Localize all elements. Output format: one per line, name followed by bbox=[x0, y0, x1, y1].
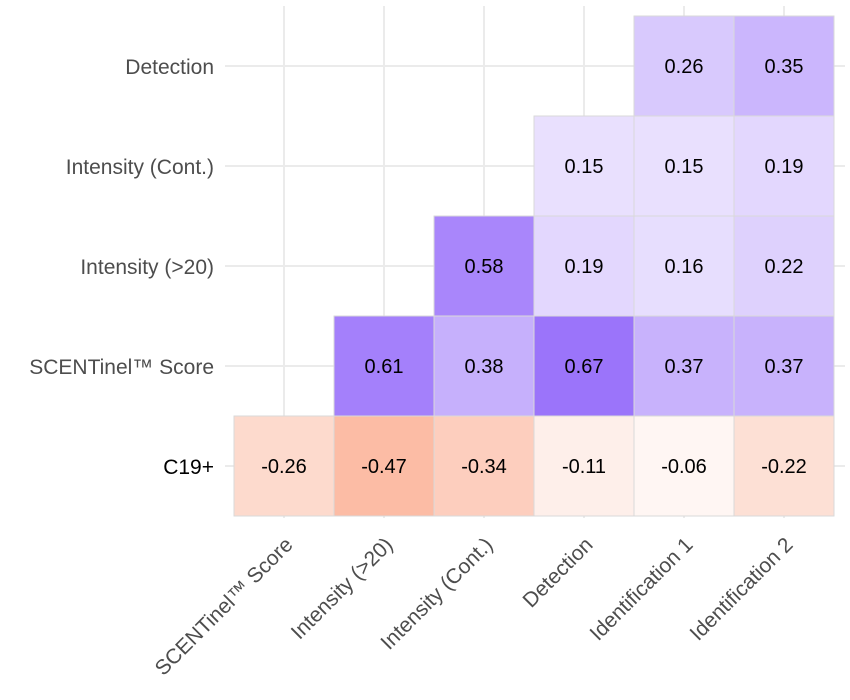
cell-value-label: -0.47 bbox=[361, 456, 407, 478]
cell-value-label: 0.22 bbox=[765, 256, 804, 278]
heatmap-cell bbox=[433, 215, 535, 317]
cell-value-label: 0.37 bbox=[765, 356, 804, 378]
y-tick-label: Intensity (>20) bbox=[80, 256, 214, 279]
cell-value-label: 0.15 bbox=[665, 156, 704, 178]
heatmap-cell bbox=[433, 315, 535, 417]
heatmap-tiles bbox=[233, 15, 835, 517]
cell-value-label: 0.61 bbox=[365, 356, 404, 378]
y-tick-label: Intensity (Cont.) bbox=[66, 156, 214, 179]
cell-value-label: 0.38 bbox=[465, 356, 504, 378]
cell-value-label: 0.19 bbox=[765, 156, 804, 178]
x-tick-label: Detection bbox=[519, 533, 598, 612]
cell-value-label: -0.34 bbox=[461, 456, 507, 478]
cell-value-label: -0.22 bbox=[761, 456, 807, 478]
heatmap-cell bbox=[633, 315, 735, 417]
heatmap-cell bbox=[433, 415, 535, 517]
heatmap-cell bbox=[733, 315, 835, 417]
x-tick-label: Intensity (>20) bbox=[287, 533, 398, 644]
value-labels: 0.26 0.35 0.15 0.15 0.19 0.58 0.19 0.16 0.22 0.61… bbox=[261, 56, 807, 478]
cell-value-label: 0.15 bbox=[565, 156, 604, 178]
heatmap-cell bbox=[333, 315, 435, 417]
x-tick-label: Identification 2 bbox=[686, 533, 798, 645]
heatmap-cell bbox=[333, 415, 435, 517]
heatmap-cell bbox=[533, 415, 635, 517]
heatmap-cell bbox=[733, 415, 835, 517]
cell-value-label: -0.06 bbox=[661, 456, 707, 478]
y-tick-label: Detection bbox=[125, 56, 214, 79]
cell-value-label: 0.26 bbox=[665, 56, 704, 78]
cell-value-label: -0.26 bbox=[261, 456, 307, 478]
heatmap-cell bbox=[733, 15, 835, 117]
heatmap-cell bbox=[533, 315, 635, 417]
heatmap-cell bbox=[633, 15, 735, 117]
cell-value-label: 0.19 bbox=[565, 256, 604, 278]
cell-value-label: 0.58 bbox=[465, 256, 504, 278]
cell-value-label: 0.16 bbox=[665, 256, 704, 278]
heatmap-cell bbox=[733, 215, 835, 317]
cell-value-label: -0.11 bbox=[562, 456, 606, 478]
heatmap-cell bbox=[733, 115, 835, 217]
heatmap-cell bbox=[533, 115, 635, 217]
cell-value-label: 0.37 bbox=[665, 356, 704, 378]
heatmap-cell bbox=[633, 415, 735, 517]
cell-value-label: 0.67 bbox=[565, 356, 604, 378]
cell-value-label: 0.35 bbox=[765, 56, 804, 78]
heatmap-cell bbox=[633, 115, 735, 217]
y-tick-label: SCENTinel™ Score bbox=[29, 356, 214, 379]
x-tick-label: Identification 1 bbox=[586, 533, 698, 645]
x-tick-label: SCENTinel™ Score bbox=[151, 533, 298, 680]
y-axis-labels: Detection Intensity (Cont.) Intensity (>20… bbox=[29, 56, 214, 479]
heatmap-cell bbox=[533, 215, 635, 317]
heatmap-cell bbox=[233, 415, 335, 517]
y-tick-label: C19+ bbox=[163, 456, 214, 479]
